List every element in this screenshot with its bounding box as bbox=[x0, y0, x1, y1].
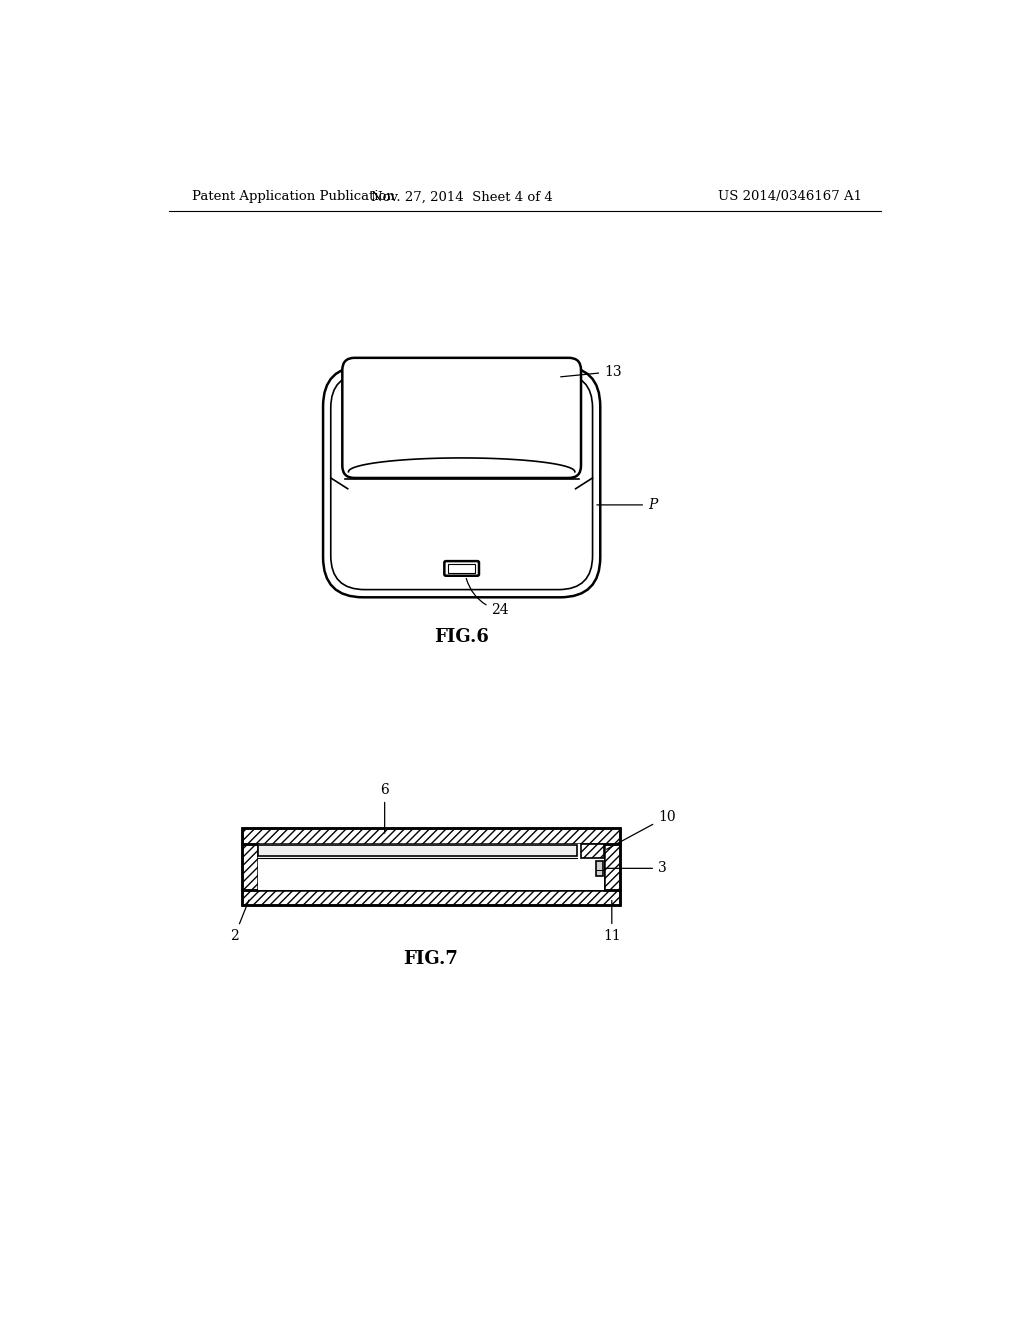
Bar bbox=[449, 564, 475, 573]
Text: US 2014/0346167 A1: US 2014/0346167 A1 bbox=[718, 190, 862, 203]
Bar bbox=[243, 890, 620, 906]
Text: 6: 6 bbox=[380, 783, 389, 833]
Bar bbox=[243, 843, 258, 890]
Text: FIG.6: FIG.6 bbox=[434, 628, 489, 647]
Bar bbox=[243, 843, 258, 890]
Bar bbox=[243, 829, 620, 843]
Text: FIG.7: FIG.7 bbox=[403, 950, 459, 968]
FancyBboxPatch shape bbox=[342, 358, 581, 478]
Bar bbox=[258, 843, 604, 890]
Text: 2: 2 bbox=[230, 900, 249, 942]
Text: 24: 24 bbox=[466, 578, 509, 618]
Text: 3: 3 bbox=[605, 862, 667, 875]
Bar bbox=[604, 843, 620, 890]
Bar bbox=[581, 843, 604, 858]
Text: Nov. 27, 2014  Sheet 4 of 4: Nov. 27, 2014 Sheet 4 of 4 bbox=[371, 190, 553, 203]
Bar bbox=[596, 861, 602, 876]
Bar bbox=[258, 845, 578, 857]
Text: Patent Application Publication: Patent Application Publication bbox=[193, 190, 395, 203]
Bar bbox=[243, 829, 620, 843]
Text: P: P bbox=[597, 498, 657, 512]
FancyBboxPatch shape bbox=[444, 561, 479, 576]
Text: 11: 11 bbox=[603, 900, 621, 942]
Text: 13: 13 bbox=[561, 364, 622, 379]
Bar bbox=[243, 890, 620, 906]
Text: 10: 10 bbox=[606, 809, 676, 849]
FancyBboxPatch shape bbox=[331, 374, 593, 590]
Bar bbox=[604, 843, 620, 890]
Bar bbox=[243, 829, 620, 906]
FancyBboxPatch shape bbox=[323, 367, 600, 598]
